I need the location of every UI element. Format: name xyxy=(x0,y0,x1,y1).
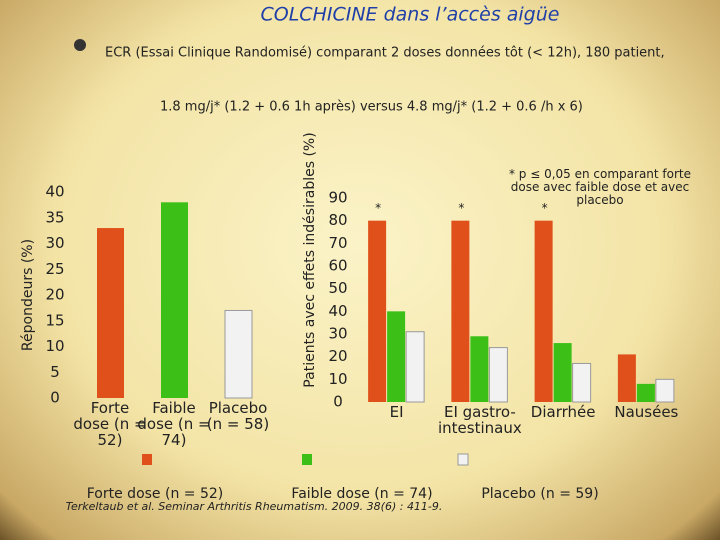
y-axis-label: Patients avec effets indésirables (%) xyxy=(302,132,318,387)
x-tick-label: Nausées xyxy=(614,403,679,421)
bullet-text: ECR (Essai Clinique Randomisé) comparant… xyxy=(105,46,665,61)
significance-marker: * xyxy=(375,201,381,215)
y-tick-label: 10 xyxy=(328,370,347,388)
y-axis-label: Répondeurs (%) xyxy=(20,239,36,351)
y-tick-label: 15 xyxy=(45,311,64,329)
y-tick-label: 35 xyxy=(45,208,64,226)
significance-marker: * xyxy=(542,201,548,215)
bar xyxy=(387,311,406,402)
slide-title: COLCHICINE dans l’accès aigüe xyxy=(261,4,560,26)
bar xyxy=(368,220,387,402)
legend-swatch xyxy=(142,454,152,465)
reference: Terkeltaub et al. Seminar Arthritis Rheu… xyxy=(66,500,443,513)
y-tick-label: 20 xyxy=(328,347,347,365)
legend-swatch xyxy=(457,453,469,466)
bar xyxy=(553,343,572,402)
y-tick-label: 40 xyxy=(328,302,347,320)
annotation-note: * p ≤ 0,05 en comparant forte dose avec … xyxy=(508,167,692,207)
bar xyxy=(451,220,470,402)
x-tick-label: EI xyxy=(389,403,404,421)
y-tick-label: 5 xyxy=(50,363,60,381)
bar xyxy=(572,362,592,403)
x-tick-label: Diarrhée xyxy=(530,403,596,421)
y-tick-label: 30 xyxy=(328,325,347,343)
significance-marker: * xyxy=(458,201,464,215)
bar xyxy=(617,354,636,402)
bullet-dot xyxy=(74,39,86,51)
y-tick-label: 80 xyxy=(328,211,347,229)
y-tick-label: 0 xyxy=(50,389,60,407)
bar xyxy=(161,202,188,398)
legend-label: Faible dose (n = 74) xyxy=(291,486,432,502)
x-tick-label: Faible dose (n = 74) xyxy=(137,399,211,449)
bar xyxy=(470,336,489,402)
bar xyxy=(224,309,253,399)
y-tick-label: 20 xyxy=(45,286,64,304)
y-tick-label: 60 xyxy=(328,257,347,275)
y-tick-label: 90 xyxy=(328,189,347,207)
bar xyxy=(636,383,655,402)
y-tick-label: 70 xyxy=(328,234,347,252)
x-tick-label: EI gastro-intestinaux xyxy=(438,403,522,437)
x-tick-label: Forte dose (n = 52) xyxy=(73,399,147,449)
y-tick-label: 25 xyxy=(45,260,64,278)
legend-label: Placebo (n = 59) xyxy=(481,486,598,502)
legend-label: Forte dose (n = 52) xyxy=(87,486,223,502)
y-tick-label: 50 xyxy=(328,279,347,297)
bar xyxy=(97,228,124,398)
x-tick-label: Placebo (n = 58) xyxy=(206,399,270,433)
y-tick-label: 30 xyxy=(45,234,64,252)
bar xyxy=(405,331,425,403)
y-tick-label: 0 xyxy=(333,393,343,411)
y-tick-label: 10 xyxy=(45,337,64,355)
bar xyxy=(534,220,553,402)
legend-swatch xyxy=(302,454,312,465)
bar xyxy=(655,378,675,403)
y-tick-label: 40 xyxy=(45,183,64,201)
bar xyxy=(488,347,508,403)
bullet-text: 1.8 mg/j* (1.2 + 0.6 1h après) versus 4.… xyxy=(160,100,583,115)
